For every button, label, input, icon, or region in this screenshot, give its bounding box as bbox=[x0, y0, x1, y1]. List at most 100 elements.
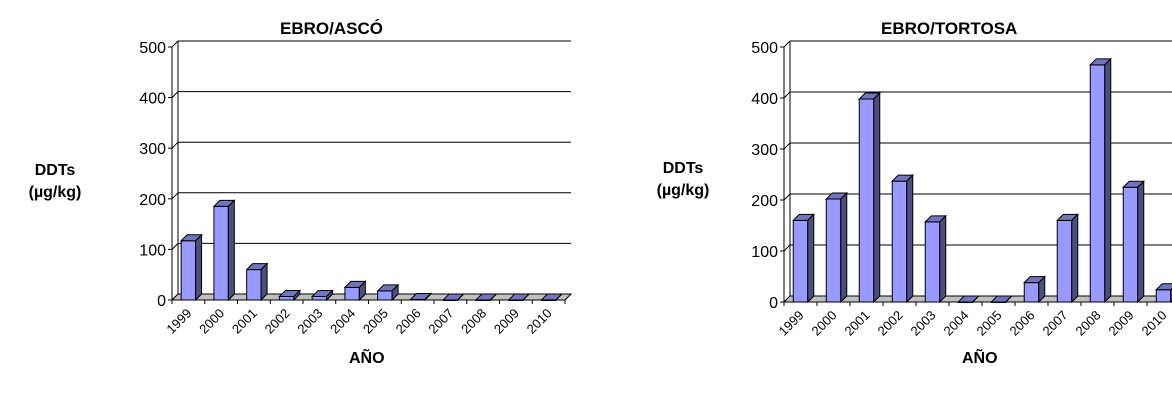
grid-depth-line bbox=[171, 243, 179, 250]
chart-plot: 0 100 200 300 400 500 1999 2000 2001 2002 2003 2004… bbox=[139, 40, 573, 337]
x-tick-label: 2003 bbox=[908, 308, 939, 339]
bar-front bbox=[924, 221, 941, 303]
x-tick-label: 2007 bbox=[1040, 308, 1071, 339]
x-tick-label: 2000 bbox=[196, 306, 227, 337]
y-tick-label: 500 bbox=[751, 40, 778, 57]
x-tick-label: 2009 bbox=[491, 306, 522, 337]
bar bbox=[245, 262, 269, 302]
bar-side bbox=[906, 173, 914, 304]
y-tick-label: 400 bbox=[751, 91, 778, 108]
bar-front bbox=[377, 290, 393, 301]
bar bbox=[507, 293, 531, 301]
grid-depth-line bbox=[783, 244, 791, 252]
bar-side bbox=[489, 293, 497, 301]
bar bbox=[825, 191, 848, 304]
bar-front bbox=[278, 295, 295, 301]
bar-side bbox=[1137, 180, 1145, 304]
y-axis-label-line1: DDTs bbox=[662, 160, 704, 177]
bar-side bbox=[1104, 57, 1112, 304]
y-tick-label: 0 bbox=[157, 293, 166, 310]
x-tick-label: 2005 bbox=[360, 306, 391, 337]
x-tick-label: 2004 bbox=[327, 306, 358, 337]
chart-panel-asco: EBRO/ASCÓ DDTs (µg/kg) AÑO 0 100 200 300 400… bbox=[10, 19, 573, 367]
bar-side bbox=[293, 289, 301, 302]
bar-front bbox=[311, 295, 328, 301]
bar-front bbox=[344, 286, 360, 301]
y-tick-label: 200 bbox=[751, 193, 778, 210]
y-tick-label: 100 bbox=[139, 242, 166, 259]
bar bbox=[278, 289, 302, 302]
grid-depth-line bbox=[171, 40, 179, 48]
bar-front bbox=[825, 198, 842, 303]
bar bbox=[1122, 180, 1145, 304]
bar bbox=[376, 283, 400, 302]
bar bbox=[540, 293, 564, 301]
bar bbox=[858, 91, 881, 304]
bar-side bbox=[260, 262, 268, 302]
bar bbox=[924, 214, 947, 304]
bar bbox=[441, 293, 465, 301]
y-axis-label: DDTs (µg/kg) bbox=[638, 158, 728, 202]
bar-front bbox=[1023, 282, 1040, 303]
bar-front bbox=[858, 98, 875, 303]
bar-side bbox=[424, 292, 432, 302]
grid-depth-line bbox=[783, 193, 791, 201]
bar-front bbox=[792, 219, 809, 303]
bar-side bbox=[195, 233, 203, 302]
bar bbox=[212, 199, 236, 302]
chart-title: EBRO/ASCÓ bbox=[280, 19, 383, 38]
grid-depth-line bbox=[783, 40, 791, 48]
bar-side bbox=[1005, 295, 1013, 303]
bar-side bbox=[555, 293, 563, 301]
y-axis-label-line2: (µg/kg) bbox=[656, 182, 710, 199]
y-tick-label: 0 bbox=[769, 295, 778, 312]
x-tick-label: 2006 bbox=[393, 306, 424, 337]
x-tick-label: 2006 bbox=[1007, 308, 1038, 339]
bar bbox=[957, 295, 980, 303]
bar-front bbox=[1056, 219, 1073, 303]
bar-side bbox=[1038, 275, 1046, 304]
x-tick-label: 2008 bbox=[458, 306, 489, 337]
y-axis-label: DDTs (µg/kg) bbox=[10, 160, 100, 204]
y-axis-label-line1: DDTs bbox=[34, 162, 76, 179]
bar-side bbox=[972, 295, 980, 303]
bar bbox=[1089, 57, 1112, 304]
bar-front bbox=[246, 269, 262, 301]
bar-side bbox=[939, 214, 947, 304]
bar bbox=[792, 213, 815, 304]
bar-front bbox=[213, 205, 229, 301]
y-tick-label: 500 bbox=[139, 40, 166, 57]
bar-side bbox=[358, 280, 366, 302]
bar bbox=[990, 295, 1013, 303]
grid-depth-line bbox=[171, 141, 179, 149]
y-tick-label: 300 bbox=[139, 141, 166, 158]
grid-depth-line bbox=[171, 192, 179, 200]
bar bbox=[1056, 213, 1079, 304]
bar-side bbox=[807, 213, 815, 304]
x-axis-label: AÑO bbox=[349, 350, 385, 367]
bar-front bbox=[1122, 186, 1139, 303]
y-axis-label-line2: (µg/kg) bbox=[28, 184, 82, 201]
y-tick-label: 200 bbox=[139, 192, 166, 209]
bar bbox=[1023, 275, 1046, 304]
bar bbox=[310, 289, 334, 302]
x-tick-label: 2002 bbox=[262, 306, 293, 337]
bar-side bbox=[522, 293, 530, 301]
x-tick-label: 2010 bbox=[524, 306, 555, 337]
bar-side bbox=[391, 283, 399, 302]
bar-side bbox=[873, 91, 881, 304]
bar bbox=[891, 173, 914, 304]
x-tick-label: 2004 bbox=[941, 308, 972, 339]
x-tick-label: 2001 bbox=[842, 308, 873, 339]
x-tick-label: 1999 bbox=[776, 308, 807, 339]
grid-depth-line bbox=[171, 91, 179, 98]
y-tick-label: 300 bbox=[751, 142, 778, 159]
x-tick-label: 2000 bbox=[809, 308, 840, 339]
bar-front bbox=[1089, 64, 1106, 303]
x-tick-label: 2002 bbox=[875, 308, 906, 339]
x-tick-label: 2003 bbox=[294, 306, 325, 337]
bar-side bbox=[457, 293, 464, 301]
grid-depth-line bbox=[783, 142, 791, 150]
chart-title: EBRO/TORTOSA bbox=[881, 19, 1018, 38]
x-tick-label: 1999 bbox=[163, 306, 194, 337]
